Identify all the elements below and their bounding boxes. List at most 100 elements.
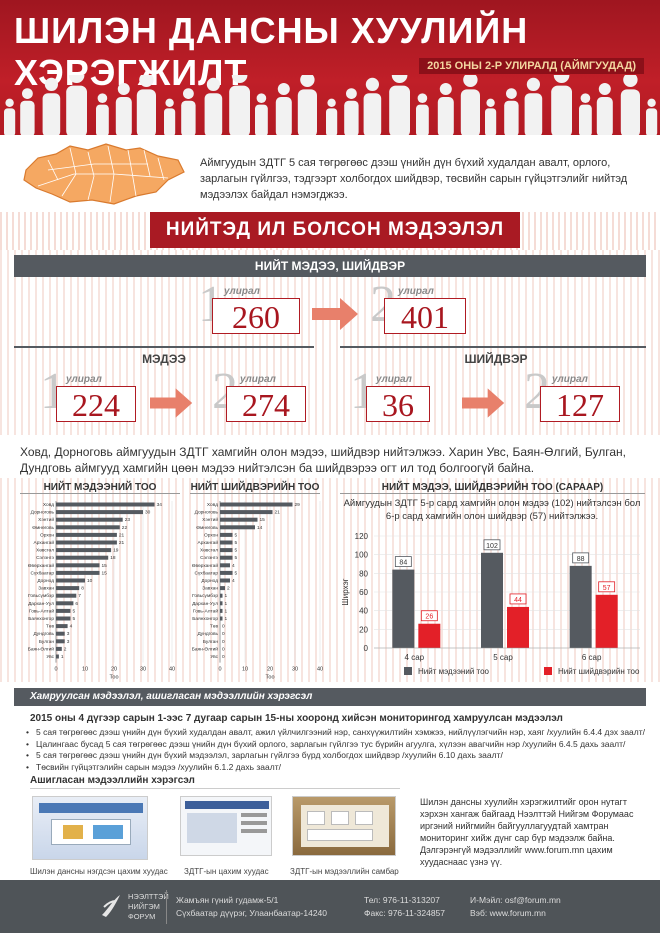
bar [220,593,223,598]
x-tick-label: 20 [111,667,117,673]
person-icon [346,88,357,99]
data-label: 1 [225,608,228,614]
person-icon [326,108,338,135]
x-tick-label: 40 [169,667,175,673]
category-label: Говьсүмбэр [28,593,54,599]
category-label: Говь-Алтай [193,607,218,614]
footer-address1: Жамъян гүний гудамж-5/1 [176,895,279,905]
collected-item: Цалингаас бусад 5 сая төгрөгөөс дээш үни… [26,739,646,751]
category-label: Говь-Алтай [29,607,54,614]
used-divider [30,788,400,789]
data-label: 44 [514,597,522,604]
data-label: 4 [232,578,235,584]
data-label: 6 [75,601,78,607]
data-label: 26 [425,614,433,621]
data-label-box [598,581,616,593]
category-label: Сүхбаатар [30,570,54,576]
category-label: Баянхонгор [28,616,54,622]
total-q1-box: 260 [212,298,300,335]
collected-list: 5 сая төгрөгөөс дээш үнийн дүн бүхий худ… [26,727,646,773]
data-label: 22 [122,525,128,531]
bar [220,510,273,515]
x-tick-label: 5 сар [493,653,513,662]
category-label: Дорнод [201,578,218,584]
bar [392,569,415,648]
chart-monthly-title: НИЙТ МЭДЭЭ, ШИЙДВЭРИЙН ТОО (САРААР) [340,482,645,494]
collected-title: 2015 оны 4 дүгээр сарын 1-ээс 7 дугаар с… [30,713,563,724]
legend-label: Нийт шийдвэрийн тоо [558,667,640,676]
bar [220,548,233,553]
person-icon [117,83,130,95]
data-label-box [572,552,590,564]
data-label-box [420,610,438,622]
bar [56,540,117,545]
category-label: Ховд [43,502,54,508]
person-icon [596,97,613,135]
category-label: Архангай [34,539,55,546]
legend-label: Нийт мэдээний тоо [418,667,490,676]
bar [56,654,59,659]
person-icon [44,77,59,91]
news-q2-box: 274 [226,386,306,423]
category-label: Сэлэнгэ [36,555,54,561]
person-icon [5,98,14,107]
bar [56,525,120,530]
bar [220,502,293,507]
data-label: 18 [110,555,116,561]
ztg-website-thumbnail [180,796,272,856]
x-tick-label: 6 сар [582,653,602,662]
person-icon [229,85,250,135]
x-tick-label: 10 [82,667,88,673]
person-icon [417,93,428,103]
chart-decisions-title: НИЙТ ШИЙДВЭРИЙН ТОО [190,482,320,494]
person-icon [231,75,248,83]
person-icon [598,83,611,95]
person-icon [439,83,452,95]
person-icon [255,104,268,135]
intro-text: Аймгуудын ЗДТГ 5 сая төгрөгөөс дээш үний… [200,157,628,201]
category-label: Завхан [202,586,218,592]
data-label: 7 [78,593,81,599]
bar [418,623,441,648]
person-icon [526,77,541,91]
person-icon [42,93,61,135]
bar [220,586,225,591]
bar [220,532,233,537]
x-tick-label: 10 [242,667,248,673]
bar [220,525,255,530]
category-label: Хөвсгөл [36,548,54,554]
footer-web[interactable]: Вэб: www.forum.mn [470,908,546,918]
person-icon [300,75,315,87]
page-subtitle: 2015 ОНЫ 2-Р УЛИРАЛД (АЙМГУУДАД) [419,58,644,74]
person-icon [164,108,176,135]
footer-email[interactable]: И-Мэйл: osf@forum.mn [470,895,561,905]
footer: НЭЭЛТТЭЙ НИЙГЭМ ФОРУМ Жамъян гүний гудам… [0,880,660,933]
person-icon [22,88,33,99]
used-title: Ашигласан мэдээллийн хэрэгсэл [30,775,195,786]
total-q1-label: улирал [224,286,260,297]
bar [220,563,230,568]
decisions-q2-box: 127 [540,386,620,423]
category-label: Хэнтий [38,516,54,523]
bar [220,616,223,621]
bar [56,631,65,636]
total-q2-label: улирал [398,286,434,297]
y-axis-label: Ширхэг [341,578,350,605]
bar [481,552,503,648]
person-icon [363,93,382,135]
news-q2-label: улирал [240,374,276,385]
osf-logo-icon [102,895,120,917]
decisions-q1-value: 36 [382,387,414,423]
total-heading: НИЙТ МЭДЭЭ, ШИЙДВЭР [14,255,646,277]
person-icon [204,93,223,135]
data-label-box [509,593,527,605]
y-tick-label: 0 [364,644,369,653]
person-icon [391,75,408,83]
header: ШИЛЭН ДАНСНЫ ХУУЛИЙН ХЭРЭГЖИЛТ 2015 ОНЫ … [0,0,660,135]
data-label: 29 [295,502,301,508]
person-icon [579,104,592,135]
legend-swatch [404,667,412,675]
bar [56,510,143,515]
